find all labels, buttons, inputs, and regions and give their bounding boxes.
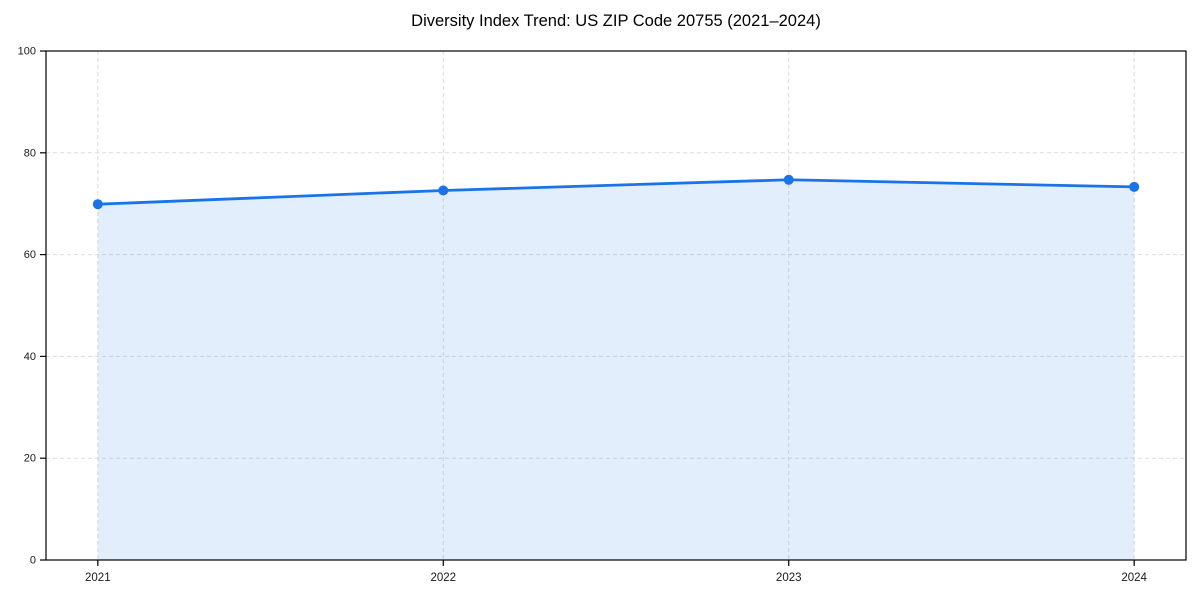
trend-line xyxy=(96,178,1136,206)
x-tick-label: 2024 xyxy=(1121,572,1147,584)
y-tick-label: 80 xyxy=(24,147,36,159)
y-tick-label: 60 xyxy=(24,249,36,261)
x-tick-label: 2021 xyxy=(85,572,111,584)
data-point-2022 xyxy=(438,185,449,196)
data-point-2023 xyxy=(783,174,794,185)
area-fill xyxy=(97,179,1135,561)
data-point-2024 xyxy=(1129,181,1140,192)
y-tick-label: 40 xyxy=(24,351,36,363)
y-tick-label: 100 xyxy=(18,46,36,58)
y-tick-label: 0 xyxy=(30,555,36,567)
chart-title: Diversity Index Trend: US ZIP Code 20755… xyxy=(411,12,821,30)
x-tick-label: 2022 xyxy=(430,572,456,584)
y-tick-label: 20 xyxy=(24,453,36,465)
x-tick-label: 2023 xyxy=(776,572,802,584)
plot-border xyxy=(45,50,1187,561)
data-point-2021 xyxy=(92,199,103,210)
